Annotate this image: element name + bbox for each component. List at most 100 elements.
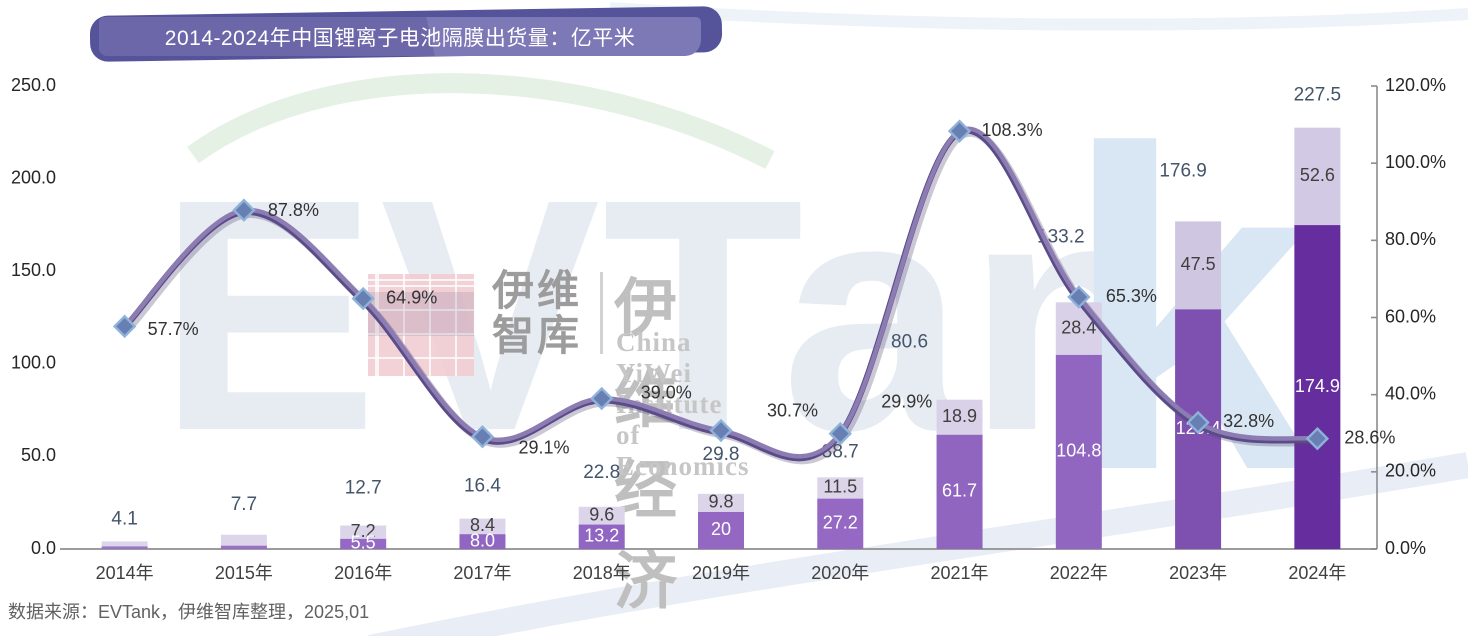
- bar-total-value: 12.7: [345, 477, 382, 498]
- left-axis-tick-label: 50.0: [21, 445, 56, 465]
- x-axis-category-label: 2018年: [573, 563, 631, 583]
- growth-marker-2024年: [1305, 426, 1330, 451]
- data-source: 数据来源：EVTank，伊维智库整理，2025,01: [8, 602, 370, 622]
- right-axis-tick-label: 0.0%: [1385, 538, 1426, 558]
- bar-light-2014年: [101, 541, 148, 547]
- institute-name-en: China YiWei Institute of Economics: [616, 327, 750, 481]
- growth-pct-label: 87.8%: [268, 200, 319, 220]
- growth-marker-2016年: [351, 286, 375, 311]
- light-segment-value: 9.8: [708, 492, 733, 512]
- yiwei-logo-row1: 伊维: [492, 267, 583, 314]
- bar-total-value: 16.4: [464, 476, 501, 497]
- growth-marker-2014年: [112, 314, 137, 339]
- left-axis-tick-label: 0.0: [31, 538, 56, 558]
- bar-total-value: 29.8: [703, 444, 740, 465]
- yiwei-logo-row2: 智库: [492, 312, 583, 359]
- bar-dark-2021年: [936, 434, 983, 549]
- dark-segment-value: 20: [711, 519, 731, 539]
- left-axis-tick-label: 150.0: [11, 260, 56, 280]
- bar-light-2023年: [1175, 221, 1222, 310]
- bar-dark-2017年: [459, 534, 506, 549]
- chart-title: 2014-2024年中国锂离子电池隔膜出货量：亿平米: [99, 17, 701, 56]
- x-axis-category-label: 2016年: [334, 563, 392, 583]
- dark-segment-value: 5.5: [351, 533, 376, 553]
- growth-pct-label: 65.3%: [1106, 286, 1157, 306]
- logo-divider: [600, 272, 603, 354]
- x-axis-category-label: 2020年: [811, 563, 869, 583]
- bar-dark-2020年: [817, 498, 864, 549]
- green-arc: [187, 73, 775, 169]
- left-axis-tick-label: 100.0: [11, 353, 56, 373]
- x-axis-category-label: 2021年: [931, 563, 989, 583]
- bar-dark-2014年: [101, 546, 148, 549]
- bar-total-value: 4.1: [111, 508, 137, 529]
- dark-segment-value: 8.0: [470, 530, 495, 550]
- growth-marker-2023年: [1186, 410, 1210, 435]
- dark-segment-value: 61.7: [942, 481, 977, 501]
- growth-pct-label: 64.9%: [386, 287, 437, 307]
- right-axis-tick-label: 120.0%: [1385, 75, 1446, 95]
- light-segment-value: 18.9: [942, 406, 977, 426]
- growth-pct-label: 39.0%: [641, 382, 692, 402]
- growth-marker-2019年: [709, 418, 733, 443]
- bar-light-2022年: [1055, 302, 1102, 355]
- dark-segment-value: 174.9: [1295, 376, 1340, 396]
- bar-total-value: 133.2: [1037, 226, 1085, 247]
- x-axis-category-label: 2023年: [1169, 563, 1227, 583]
- light-segment-value: 52.6: [1300, 165, 1335, 185]
- light-segment-value: 9.6: [589, 504, 614, 524]
- bar-light-2018年: [578, 506, 625, 525]
- bar-total-value: 176.9: [1159, 160, 1207, 181]
- right-axis-tick-label: 60.0%: [1385, 306, 1436, 326]
- right-axis-tick-label: 80.0%: [1385, 229, 1436, 249]
- bar-dark-2019年: [698, 511, 744, 549]
- growth-marker-2020年: [828, 421, 852, 446]
- x-axis-category-label: 2017年: [453, 563, 511, 583]
- growth-marker-2015年: [232, 198, 256, 222]
- bar-dark-2018年: [578, 524, 625, 549]
- growth-pct-label: 29.1%: [518, 437, 569, 457]
- right-axis-tick-label: 40.0%: [1385, 383, 1436, 403]
- evtank-watermark-letters: EVTan: [158, 130, 1171, 499]
- left-axis-tick-label: 250.0: [11, 75, 56, 95]
- growth-pct-label: 108.3%: [982, 120, 1043, 140]
- growth-marker-2017年: [470, 425, 495, 449]
- yiwei-logo-text: 伊维 智库: [492, 268, 592, 358]
- bar-total-value: 227.5: [1294, 85, 1342, 106]
- growth-marker-2018年: [590, 386, 614, 411]
- bar-light-2016年: [340, 525, 387, 539]
- bar-total-value: 7.7: [231, 494, 257, 515]
- bar-light-2015年: [220, 534, 267, 546]
- growth-pct-label: 57.7%: [148, 319, 199, 339]
- right-axis-tick-label: 20.0%: [1385, 461, 1436, 481]
- growth-pct-label: 30.7%: [767, 400, 818, 420]
- bar-light-2024年: [1294, 127, 1341, 226]
- bar-light-2019年: [698, 493, 744, 512]
- dark-segment-value: 27.2: [823, 513, 858, 533]
- x-axis-category-label: 2019年: [692, 563, 750, 583]
- light-segment-value: 8.4: [470, 515, 495, 535]
- light-segment-value: 7.2: [351, 521, 376, 541]
- bar-dark-2016年: [340, 538, 387, 549]
- dark-segment-value: 104.8: [1056, 441, 1101, 461]
- x-axis-category-label: 2024年: [1288, 563, 1346, 583]
- growth-marker-2022年: [1067, 285, 1091, 309]
- right-axis-tick-label: 100.0%: [1385, 152, 1446, 172]
- growth-pct-label: 28.6%: [1344, 427, 1395, 447]
- growth-pct-label: 32.8%: [1223, 411, 1274, 431]
- bar-light-2020年: [817, 477, 864, 499]
- growth-marker-2021年: [947, 119, 972, 143]
- bar-dark-2024年: [1294, 225, 1341, 549]
- bar-total-value: 22.8: [583, 462, 620, 483]
- light-segment-value: 47.5: [1181, 254, 1216, 274]
- top-blue-arc: [609, 2, 1468, 31]
- bottom-blue-arc: [367, 452, 1468, 636]
- dark-segment-value: 13.2: [584, 526, 619, 546]
- institute-name-cn: 伊维经济研究院: [614, 274, 679, 617]
- growth-pct-label: 29.9%: [881, 391, 932, 411]
- bar-light-2021年: [936, 399, 983, 435]
- light-segment-value: 28.4: [1061, 317, 1096, 337]
